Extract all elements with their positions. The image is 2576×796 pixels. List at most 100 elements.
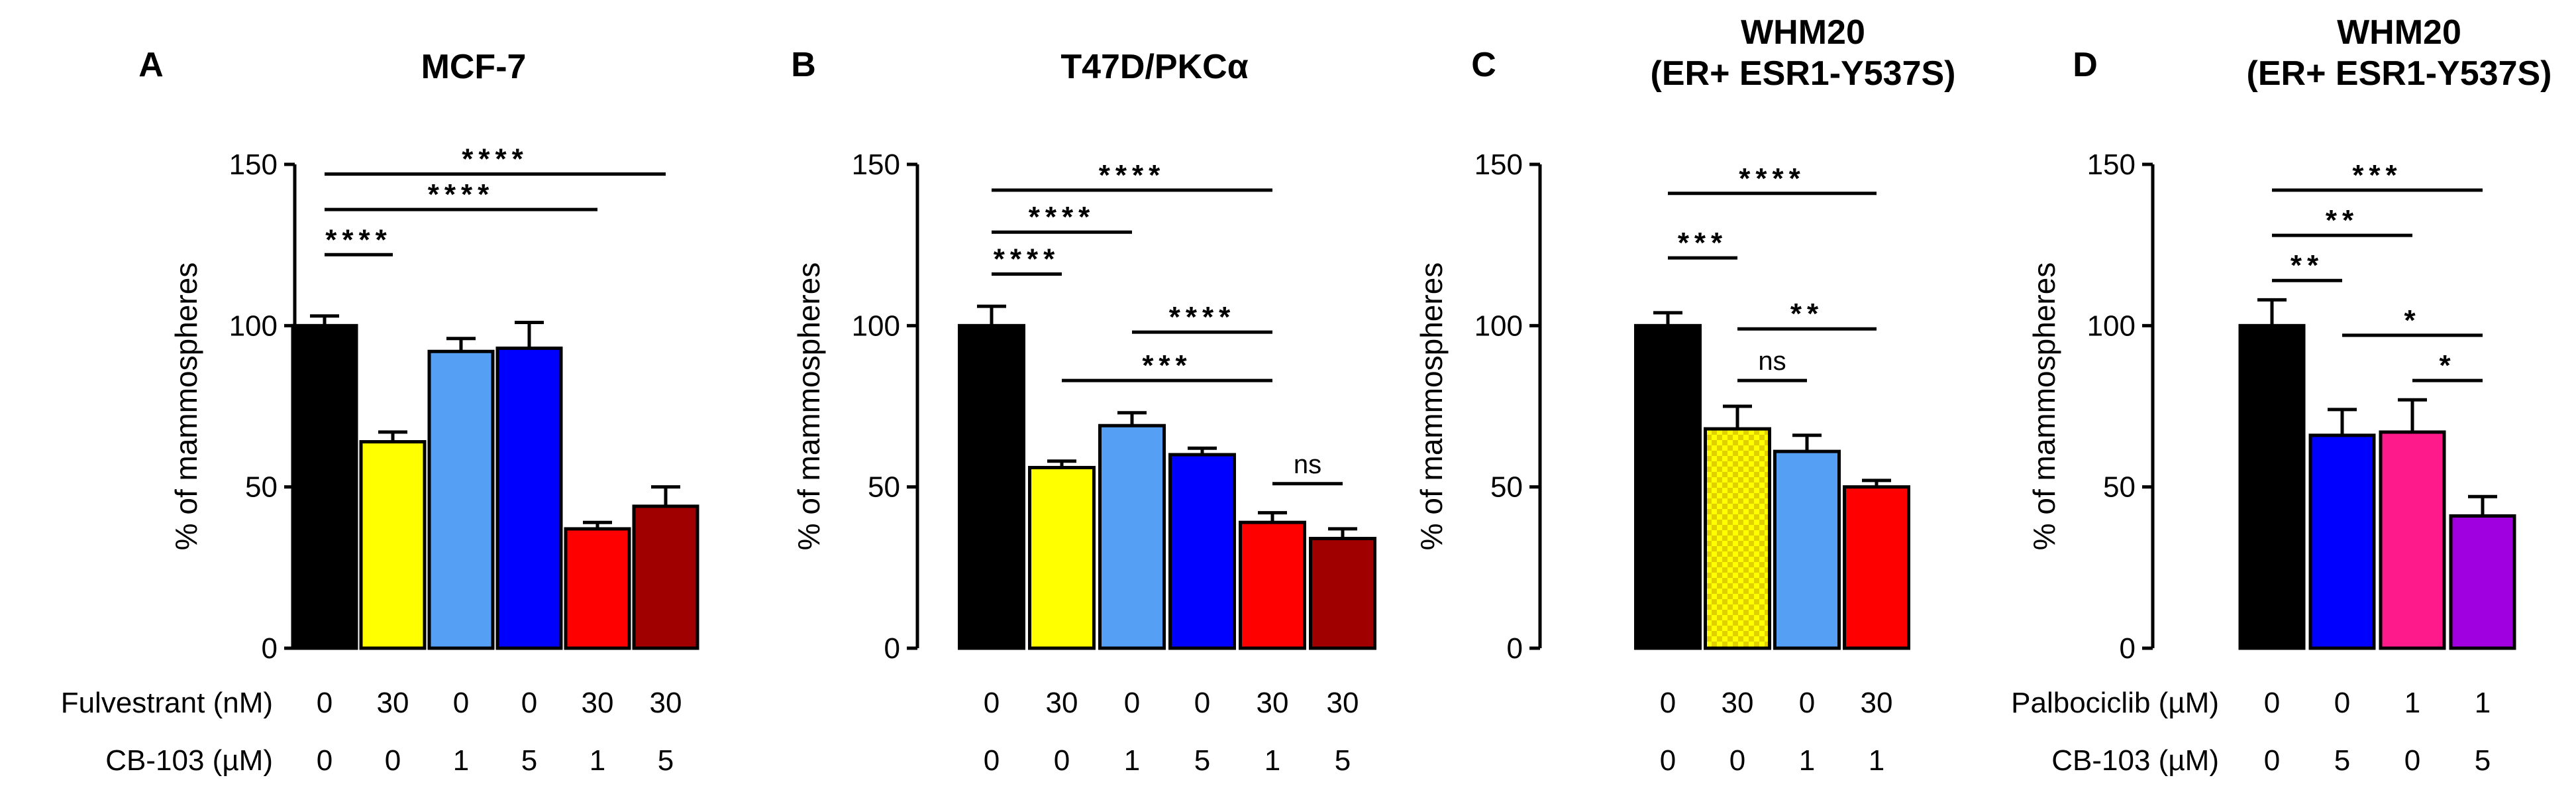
- panel-title-line: WHM20: [1741, 13, 1865, 52]
- condition-value: 0: [2264, 687, 2280, 719]
- bar: [1843, 485, 1910, 650]
- condition-value: 1: [590, 744, 605, 777]
- panel-title-line: (ER+ ESR1-Y537S): [2247, 54, 2552, 93]
- panel-title-line: T47D/PKCα: [1060, 48, 1248, 86]
- condition-value: 30: [582, 687, 614, 719]
- panel-letter: B: [791, 46, 816, 84]
- y-axis-label: % of mammospheres: [2027, 262, 2061, 551]
- significance-label: ****: [1099, 159, 1166, 192]
- y-tick-label: 100: [1474, 310, 1523, 342]
- panel-letter: D: [2073, 46, 2098, 84]
- y-tick-label: 100: [852, 310, 900, 342]
- condition-value: 5: [1194, 744, 1210, 777]
- condition-value: 0: [1799, 687, 1815, 719]
- condition-value: 0: [1660, 687, 1676, 719]
- bar: [564, 527, 631, 650]
- bar: [1168, 453, 1236, 650]
- significance-label: ****: [462, 143, 529, 176]
- panel-title-line: (ER+ ESR1-Y537S): [1651, 54, 1956, 93]
- y-tick-label: 50: [1490, 471, 1523, 504]
- condition-value: 5: [2475, 744, 2491, 777]
- condition-value: 30: [1046, 687, 1078, 719]
- condition-value: 0: [1054, 744, 1070, 777]
- condition-value: 1: [1264, 744, 1280, 777]
- significance-label: **: [2291, 249, 2324, 282]
- significance-label: *: [2404, 304, 2420, 337]
- condition-value: 0: [1660, 744, 1676, 777]
- y-tick-label: 150: [852, 148, 900, 181]
- condition-value: 30: [1722, 687, 1754, 719]
- condition-row-name: CB-103 (µM): [105, 744, 273, 777]
- bar: [1773, 449, 1841, 650]
- bar: [359, 440, 427, 650]
- condition-value: 0: [521, 687, 537, 719]
- bar: [1704, 427, 1771, 650]
- condition-row-name: Palbociclib (µM): [2011, 687, 2219, 719]
- condition-value: 30: [377, 687, 409, 719]
- significance-label: ****: [1169, 301, 1236, 333]
- condition-value: 0: [2404, 744, 2420, 777]
- significance-label: ***: [1678, 227, 1727, 259]
- condition-value: 1: [1799, 744, 1815, 777]
- condition-value: 1: [2475, 687, 2491, 719]
- condition-value: 5: [1335, 744, 1351, 777]
- condition-value: 0: [1729, 744, 1745, 777]
- y-tick-label: 0: [2120, 632, 2136, 665]
- condition-value: 0: [1124, 687, 1140, 719]
- bar: [958, 323, 1025, 650]
- condition-value: 0: [1194, 687, 1210, 719]
- condition-value: 30: [1861, 687, 1893, 719]
- y-axis-label: % of mammospheres: [1414, 262, 1449, 551]
- significance-label: ****: [1029, 201, 1096, 233]
- panel-title-line: WHM20: [2337, 13, 2461, 52]
- condition-value: 30: [1327, 687, 1359, 719]
- bar: [1309, 537, 1376, 650]
- y-tick-label: 150: [2087, 148, 2136, 181]
- panel-letter: C: [1471, 46, 1496, 84]
- bar: [632, 504, 699, 650]
- panel-d: D WHM20(ER+ ESR1-Y537S) 0 5 0 1 0 0 150 % of mamm…: [2011, 13, 2551, 777]
- condition-value: 1: [2404, 687, 2420, 719]
- panel-title-line: MCF-7: [421, 48, 527, 86]
- condition-value: 30: [650, 687, 682, 719]
- y-tick-label: 0: [262, 632, 278, 665]
- condition-value: 5: [2334, 744, 2350, 777]
- significance-label: **: [1790, 298, 1824, 330]
- significance-label: **: [2326, 204, 2359, 237]
- condition-value: 30: [1257, 687, 1289, 719]
- y-tick-label: 0: [884, 632, 900, 665]
- condition-value: 0: [984, 687, 1000, 719]
- bar: [1028, 465, 1096, 650]
- condition-value: 0: [317, 744, 333, 777]
- y-tick-label: 50: [245, 471, 278, 504]
- bar: [2308, 433, 2376, 650]
- significance-label: ****: [428, 178, 495, 211]
- bar: [1098, 424, 1166, 650]
- condition-value: 0: [385, 744, 401, 777]
- condition-value: 0: [2334, 687, 2350, 719]
- condition-value: 0: [984, 744, 1000, 777]
- condition-value: 1: [453, 744, 469, 777]
- significance-label: ****: [325, 223, 392, 256]
- bar: [427, 349, 495, 650]
- significance-label: ***: [1142, 349, 1192, 382]
- bar: [495, 346, 563, 650]
- y-tick-label: 150: [229, 148, 278, 181]
- condition-value: 1: [1124, 744, 1140, 777]
- y-tick-label: 0: [1507, 632, 1523, 665]
- bar: [2379, 430, 2446, 650]
- bar: [2449, 514, 2516, 650]
- bar: [1239, 520, 1306, 650]
- significance-label: ns: [1294, 450, 1321, 479]
- bar: [2238, 323, 2306, 650]
- condition-value: 1: [1869, 744, 1884, 777]
- significance-label: ***: [2352, 159, 2402, 192]
- condition-row-name: CB-103 (µM): [2051, 744, 2219, 777]
- significance-label: *: [2439, 349, 2455, 382]
- significance-label: ****: [994, 243, 1060, 275]
- y-tick-label: 50: [868, 471, 900, 504]
